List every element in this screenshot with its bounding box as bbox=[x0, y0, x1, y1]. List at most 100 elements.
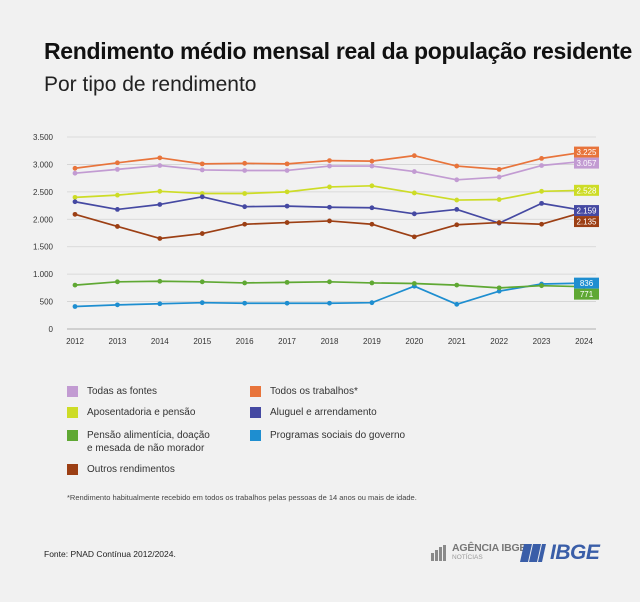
data-point-programas-sociais-do-governo bbox=[284, 300, 290, 306]
legend-item: Pensão alimentícia, doação e mesada de n… bbox=[67, 429, 210, 455]
data-point-aposentadoria-e-pensao bbox=[284, 189, 290, 195]
data-point-todos-os-trabalhos bbox=[115, 160, 120, 166]
data-point-pensao-alimenticia-doacao-e-mesada-de-nao-morador bbox=[539, 283, 544, 289]
data-point-outros-rendimentos bbox=[242, 221, 248, 227]
end-label-aposentadoria-e-pensao: 2.528 bbox=[576, 186, 597, 195]
legend-label: Pensão alimentícia, doação e mesada de n… bbox=[87, 430, 210, 454]
data-point-outros-rendimentos bbox=[199, 231, 205, 236]
end-label-todos-os-trabalhos: 3.225 bbox=[576, 148, 597, 157]
data-point-aposentadoria-e-pensao bbox=[72, 194, 78, 200]
end-label-pensao-alimenticia-doacao-e-mesada-de-nao-morador: 771 bbox=[580, 290, 594, 299]
legend-swatch bbox=[67, 464, 78, 475]
data-point-todas-as-fontes bbox=[199, 167, 205, 173]
data-point-todas-as-fontes bbox=[284, 168, 290, 173]
legend-label: Todos os trabalhos* bbox=[270, 386, 358, 397]
data-point-outros-rendimentos bbox=[539, 221, 544, 227]
data-point-outros-rendimentos bbox=[115, 224, 120, 229]
data-point-aposentadoria-e-pensao bbox=[115, 192, 120, 198]
data-point-programas-sociais-do-governo bbox=[369, 300, 375, 306]
data-point-aluguel-e-arrendamento bbox=[327, 204, 332, 210]
data-point-pensao-alimenticia-doacao-e-mesada-de-nao-morador bbox=[454, 282, 460, 288]
data-point-pensao-alimenticia-doacao-e-mesada-de-nao-morador bbox=[72, 282, 78, 288]
y-tick-label: 3.000 bbox=[33, 160, 54, 169]
data-point-aluguel-e-arrendamento bbox=[539, 200, 544, 206]
data-point-aluguel-e-arrendamento bbox=[115, 207, 120, 212]
data-point-aluguel-e-arrendamento bbox=[199, 194, 205, 200]
legend-label: Outros rendimentos bbox=[87, 464, 175, 475]
legend-item: Todos os trabalhos* bbox=[250, 385, 358, 398]
data-point-todas-as-fontes bbox=[157, 163, 163, 168]
data-point-todas-as-fontes bbox=[242, 168, 248, 173]
source-note: Fonte: PNAD Contínua 2012/2024. bbox=[44, 549, 176, 559]
data-point-aposentadoria-e-pensao bbox=[454, 197, 460, 203]
end-label-box-todas-as-fontes bbox=[574, 157, 599, 169]
data-point-aluguel-e-arrendamento bbox=[411, 211, 417, 217]
data-point-aposentadoria-e-pensao bbox=[242, 191, 248, 196]
x-tick-label: 2020 bbox=[405, 337, 423, 346]
data-point-todos-os-trabalhos bbox=[199, 161, 205, 167]
data-point-aposentadoria-e-pensao bbox=[327, 184, 332, 190]
legend-item: Aluguel e arrendamento bbox=[250, 406, 377, 419]
end-label-programas-sociais-do-governo: 836 bbox=[580, 279, 594, 288]
x-tick-label: 2022 bbox=[490, 337, 508, 346]
data-point-todas-as-fontes bbox=[327, 163, 332, 169]
y-tick-label: 0 bbox=[49, 325, 54, 334]
data-point-aposentadoria-e-pensao bbox=[199, 191, 205, 196]
data-point-programas-sociais-do-governo bbox=[454, 301, 460, 307]
legend-item: Todas as fontes bbox=[67, 385, 157, 398]
y-tick-label: 500 bbox=[40, 298, 54, 307]
legend-item: Outros rendimentos bbox=[67, 463, 175, 476]
x-tick-label: 2019 bbox=[363, 337, 381, 346]
data-point-outros-rendimentos bbox=[454, 222, 460, 228]
data-point-todos-os-trabalhos bbox=[327, 158, 332, 163]
data-point-todos-os-trabalhos bbox=[496, 166, 502, 172]
data-point-pensao-alimenticia-doacao-e-mesada-de-nao-morador bbox=[157, 278, 163, 284]
legend-swatch bbox=[67, 430, 78, 441]
data-point-outros-rendimentos bbox=[72, 211, 78, 217]
x-tick-label: 2021 bbox=[448, 337, 466, 346]
y-tick-label: 1.000 bbox=[33, 270, 54, 279]
x-tick-label: 2024 bbox=[575, 337, 593, 346]
x-tick-label: 2014 bbox=[151, 337, 169, 346]
data-point-aluguel-e-arrendamento bbox=[454, 207, 460, 212]
data-point-todas-as-fontes bbox=[115, 166, 120, 172]
x-tick-label: 2023 bbox=[533, 337, 551, 346]
x-tick-label: 2012 bbox=[66, 337, 84, 346]
end-label-box-todos-os-trabalhos bbox=[574, 146, 599, 158]
end-label-todas-as-fontes: 3.057 bbox=[576, 159, 597, 168]
data-point-todos-os-trabalhos bbox=[242, 160, 248, 166]
data-point-pensao-alimenticia-doacao-e-mesada-de-nao-morador bbox=[369, 280, 375, 286]
legend-label: Todas as fontes bbox=[87, 386, 158, 397]
data-point-outros-rendimentos bbox=[327, 218, 332, 224]
data-point-pensao-alimenticia-doacao-e-mesada-de-nao-morador bbox=[496, 285, 502, 291]
data-point-todos-os-trabalhos bbox=[539, 155, 544, 161]
end-label-box-aluguel-e-arrendamento bbox=[574, 205, 599, 217]
data-point-pensao-alimenticia-doacao-e-mesada-de-nao-morador bbox=[284, 279, 290, 285]
footnote: *Rendimento habitualmente recebido em to… bbox=[67, 493, 417, 502]
data-point-aluguel-e-arrendamento bbox=[369, 205, 375, 211]
agencia-ibge-logo-subtext: NOTÍCIAS bbox=[452, 554, 483, 561]
ibge-logo-text: IBGE bbox=[550, 541, 600, 564]
chart-subtitle: Por tipo de rendimento bbox=[44, 73, 257, 96]
data-point-aposentadoria-e-pensao bbox=[157, 188, 163, 194]
x-tick-label: 2015 bbox=[193, 337, 211, 346]
x-tick-label: 2017 bbox=[278, 337, 296, 346]
agencia-ibge-logo-icon bbox=[431, 545, 446, 561]
data-point-programas-sociais-do-governo bbox=[115, 302, 120, 308]
data-point-todos-os-trabalhos bbox=[72, 165, 78, 171]
legend-label: Aluguel e arrendamento bbox=[270, 407, 377, 418]
legend-label: Programas sociais do governo bbox=[270, 430, 406, 441]
legend-item: Aposentadoria e pensão bbox=[67, 406, 195, 419]
legend-item: Programas sociais do governo bbox=[250, 429, 405, 442]
data-point-programas-sociais-do-governo bbox=[157, 301, 163, 307]
data-point-todas-as-fontes bbox=[72, 170, 78, 176]
x-tick-label: 2016 bbox=[236, 337, 254, 346]
data-point-programas-sociais-do-governo bbox=[199, 300, 205, 306]
data-point-outros-rendimentos bbox=[411, 234, 417, 240]
series-line-outros-rendimentos bbox=[74, 211, 585, 240]
end-label-outros-rendimentos: 2.135 bbox=[576, 218, 597, 227]
data-point-todos-os-trabalhos bbox=[284, 161, 290, 167]
end-label-box-programas-sociais-do-governo bbox=[574, 277, 599, 289]
legend-swatch bbox=[67, 407, 78, 418]
y-tick-label: 2.500 bbox=[33, 188, 54, 197]
